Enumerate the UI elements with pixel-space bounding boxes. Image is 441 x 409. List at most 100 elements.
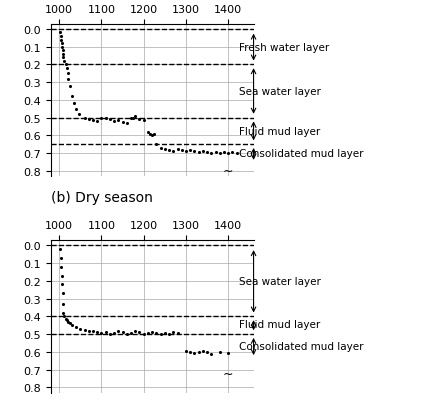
Point: [111, 119, 118, 125]
Point: [119, 119, 126, 126]
Point: [77, 326, 84, 332]
Point: [216, 151, 223, 157]
Point: [57, 246, 64, 253]
Text: Fresh water layer: Fresh water layer: [239, 43, 329, 52]
Point: [191, 148, 198, 155]
Point: [60, 52, 67, 58]
Point: [72, 324, 79, 330]
Point: [85, 117, 92, 124]
Point: [199, 348, 206, 354]
Point: [224, 350, 232, 356]
Point: [123, 331, 130, 337]
Point: [64, 71, 71, 77]
Text: Consolidated mud layer: Consolidated mud layer: [239, 148, 364, 159]
Text: (b) Dry season: (b) Dry season: [51, 191, 153, 204]
Point: [140, 331, 147, 337]
Point: [68, 94, 75, 100]
Point: [132, 113, 139, 120]
Point: [144, 129, 151, 136]
Point: [58, 37, 65, 44]
Point: [81, 326, 88, 333]
Text: Consolidated mud layer: Consolidated mud layer: [239, 341, 364, 351]
Point: [59, 290, 66, 297]
Text: Sea water layer: Sea water layer: [239, 276, 321, 286]
Point: [151, 132, 158, 138]
Point: [229, 150, 236, 156]
Point: [204, 349, 211, 355]
Point: [216, 349, 223, 355]
Point: [161, 330, 168, 337]
Point: [127, 330, 135, 337]
Point: [60, 301, 67, 308]
Point: [102, 116, 109, 122]
Point: [161, 147, 168, 153]
Point: [57, 255, 64, 261]
Point: [66, 83, 73, 90]
Point: [81, 115, 88, 121]
Point: [71, 101, 78, 108]
Text: Fluid mud layer: Fluid mud layer: [239, 319, 321, 330]
Point: [153, 330, 160, 337]
Point: [146, 132, 153, 138]
Point: [220, 150, 228, 156]
Point: [187, 349, 194, 355]
Point: [59, 281, 66, 288]
Point: [106, 117, 113, 124]
Point: [63, 317, 70, 324]
Point: [102, 329, 109, 336]
Point: [136, 329, 143, 336]
Point: [170, 148, 177, 155]
Point: [157, 331, 164, 337]
Point: [195, 349, 202, 355]
Point: [165, 148, 172, 154]
Point: [208, 351, 215, 357]
Point: [224, 151, 232, 157]
Point: [57, 34, 64, 40]
Point: [93, 329, 101, 336]
Point: [85, 328, 92, 334]
Point: [59, 44, 66, 51]
Point: [144, 330, 151, 337]
Point: [208, 151, 215, 157]
Point: [111, 330, 118, 337]
Point: [157, 145, 164, 152]
Point: [187, 148, 194, 154]
Point: [204, 150, 211, 156]
Point: [183, 348, 190, 354]
Point: [93, 119, 101, 125]
Point: [59, 48, 66, 54]
Point: [106, 331, 113, 337]
Point: [62, 62, 69, 68]
Point: [68, 322, 75, 329]
Point: [57, 30, 64, 37]
Point: [178, 148, 185, 154]
Point: [165, 331, 172, 337]
Point: [72, 106, 79, 113]
Point: [62, 316, 69, 323]
Point: [76, 112, 83, 118]
Point: [136, 117, 143, 124]
Point: [58, 264, 65, 270]
Point: [140, 118, 147, 124]
Point: [63, 65, 70, 72]
Point: [98, 115, 105, 121]
Text: ∼: ∼: [223, 165, 233, 178]
Point: [115, 328, 122, 335]
Text: Fluid mud layer: Fluid mud layer: [239, 126, 321, 137]
Point: [60, 55, 67, 61]
Point: [195, 150, 202, 156]
Point: [60, 310, 67, 316]
Point: [66, 320, 73, 327]
Point: [61, 313, 68, 320]
Text: Sea water layer: Sea water layer: [239, 87, 321, 97]
Point: [60, 58, 67, 65]
Point: [58, 41, 65, 47]
Point: [170, 329, 177, 336]
Point: [127, 115, 135, 121]
Point: [174, 330, 181, 337]
Point: [98, 330, 105, 337]
Point: [65, 76, 72, 83]
Point: [90, 328, 97, 335]
Point: [123, 120, 130, 127]
Point: [199, 148, 206, 155]
